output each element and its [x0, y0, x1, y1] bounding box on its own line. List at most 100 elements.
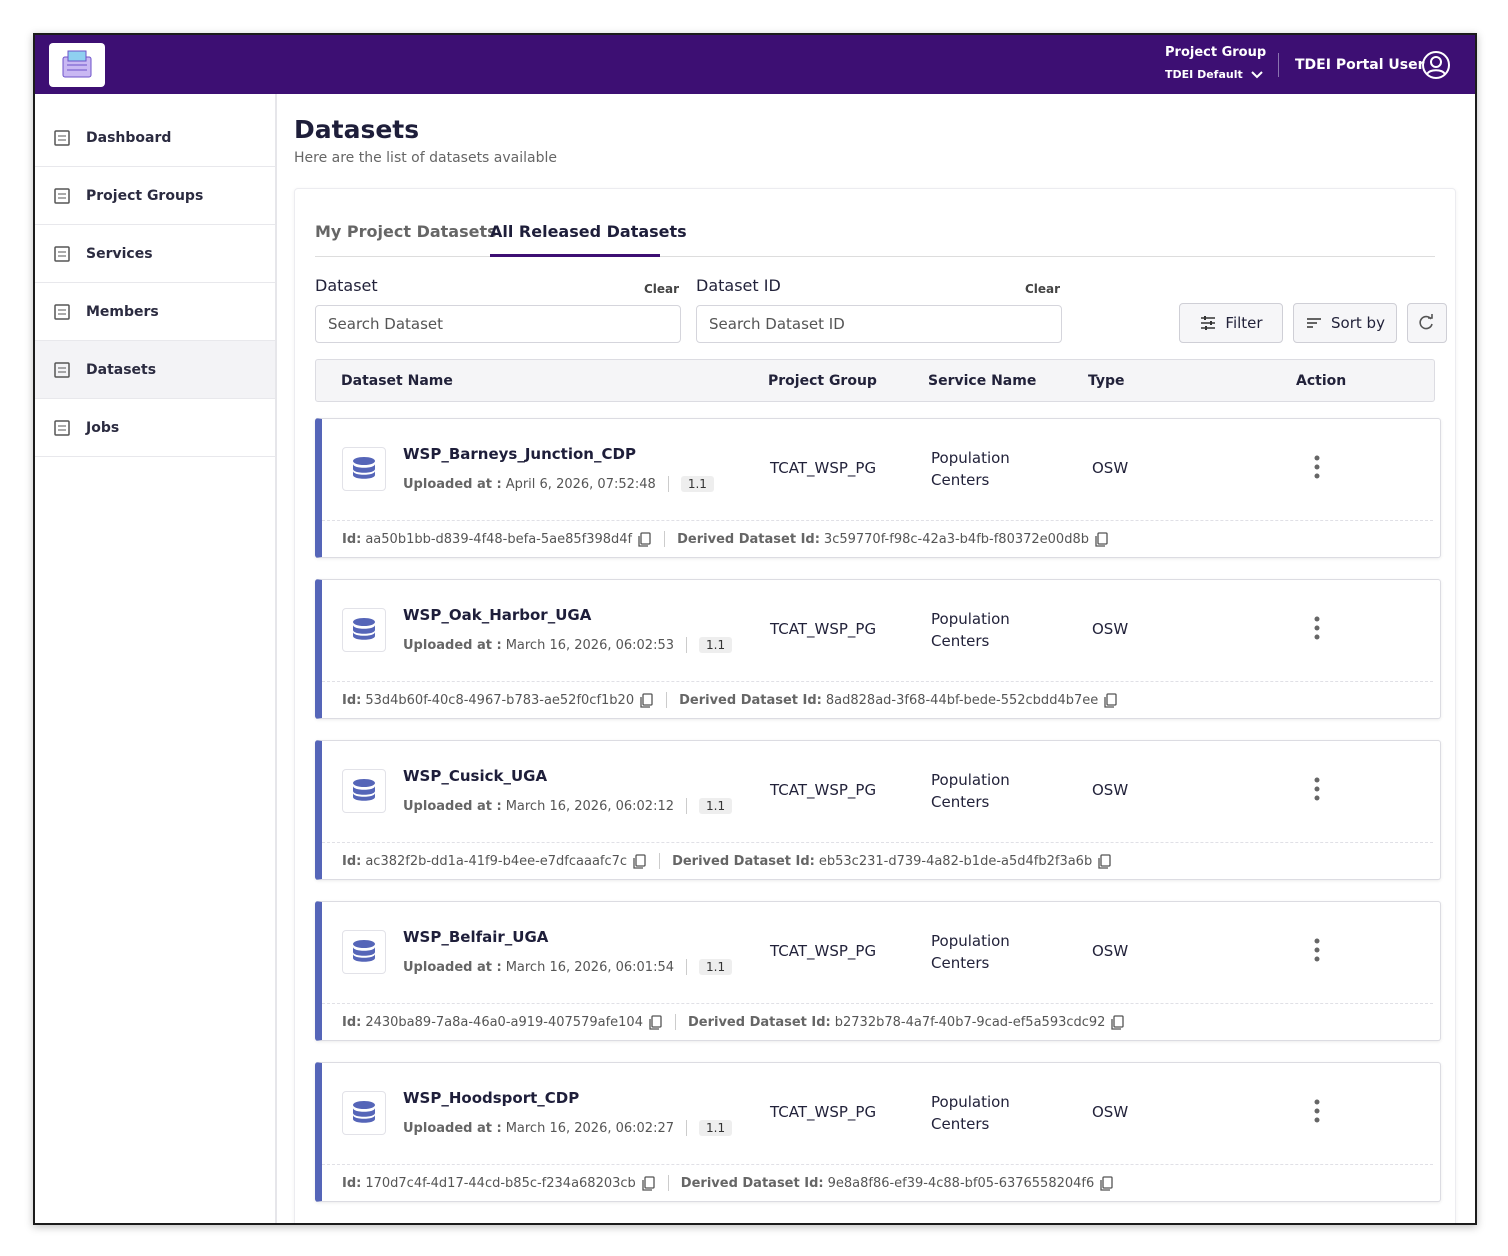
copy-icon[interactable] — [637, 531, 652, 547]
copy-icon[interactable] — [639, 692, 654, 708]
dataset-icon — [342, 930, 386, 974]
id-line: Id: ac382f2b-dd1a-41f9-b4ee-e7dfcaaafc7c D… — [342, 853, 1112, 869]
type: OSW — [1092, 942, 1129, 960]
search-input[interactable]: Search Dataset — [315, 305, 681, 343]
derived-id: eb53c231-d739-4a82-b1de-a5d4fb2f3a6b — [818, 853, 1093, 869]
refresh-button[interactable] — [1407, 303, 1447, 343]
dataset-icon — [342, 608, 386, 652]
service-name: Population Centers — [931, 449, 1010, 489]
nav-item[interactable]: Jobs — [35, 399, 275, 457]
tab-rule — [315, 256, 1435, 257]
nav-icon — [54, 245, 70, 262]
filter-label: Dataset ID — [696, 276, 781, 295]
id-line: Id: 170d7c4f-4d17-44cd-b85c-f234a68203cb D… — [342, 1175, 1114, 1191]
copy-icon[interactable] — [1097, 853, 1112, 869]
divider — [322, 520, 1433, 521]
nav-item[interactable]: Members — [35, 283, 275, 341]
nav-item[interactable]: Dashboard — [35, 109, 275, 167]
copy-icon[interactable] — [1110, 1014, 1125, 1030]
upload-info: Uploaded at : March 16, 2026, 06:01:54 1.1 — [403, 959, 733, 975]
nav-icon — [54, 303, 70, 320]
copy-icon[interactable] — [1094, 531, 1109, 547]
column-header: Type — [1088, 373, 1125, 389]
logo-icon — [62, 50, 92, 78]
uploaded-at: April 6, 2026, 07:52:48 — [505, 476, 656, 492]
derived-id: 3c59770f-f98c-42a3-b4fb-f80372e00d8b — [823, 531, 1089, 547]
sort-icon — [1307, 318, 1322, 328]
dataset-name[interactable]: WSP_Hoodsport_CDP — [403, 1089, 580, 1107]
dataset-name[interactable]: WSP_Cusick_UGA — [403, 767, 548, 785]
separator — [674, 1014, 676, 1030]
action-menu[interactable] — [1312, 777, 1322, 805]
dataset-name[interactable]: WSP_Belfair_UGA — [403, 928, 549, 946]
dataset-id: 53d4b60f-40c8-4967-b783-ae52f0cf1b20 — [365, 692, 635, 708]
project-group: TCAT_WSP_PG — [770, 781, 877, 799]
search-input[interactable]: Search Dataset ID — [696, 305, 1062, 343]
project-group: TCAT_WSP_PG — [770, 942, 877, 960]
copy-icon[interactable] — [641, 1175, 656, 1191]
project-group-name: TDEI Default — [1165, 68, 1243, 81]
placeholder: Search Dataset — [328, 315, 444, 333]
nav-item[interactable]: Services — [35, 225, 275, 283]
action-menu[interactable] — [1312, 616, 1322, 644]
version-badge: 1.1 — [680, 476, 714, 492]
derived-id: 8ad828ad-3f68-44bf-bede-552cbdd4b7ee — [825, 692, 1099, 708]
nav-label: Jobs — [86, 419, 120, 436]
action-menu[interactable] — [1312, 938, 1322, 966]
uploaded-label: Uploaded at : — [403, 1120, 502, 1136]
divider — [322, 1003, 1433, 1004]
nav-icon — [54, 129, 70, 146]
nav-label: Services — [86, 245, 153, 262]
sort-text: Sort by — [1331, 314, 1385, 332]
uploaded-at: March 16, 2026, 06:02:53 — [505, 637, 674, 653]
filter-button[interactable]: Filter — [1179, 303, 1283, 343]
id-line: Id: aa50b1bb-d839-4f48-befa-5ae85f398d4f D… — [342, 531, 1109, 547]
id-label: Id: — [342, 692, 362, 708]
datasets-panel: My Project Datasets All Released Datasets… — [294, 188, 1456, 1223]
tab-active[interactable]: All Released Datasets — [490, 222, 687, 241]
upload-info: Uploaded at : March 16, 2026, 06:02:12 1.1 — [403, 798, 733, 814]
upload-info: Uploaded at : March 16, 2026, 06:02:27 1.1 — [403, 1120, 733, 1136]
action-menu[interactable] — [1312, 1099, 1322, 1127]
copy-icon[interactable] — [1103, 692, 1118, 708]
nav-label: Project Groups — [86, 187, 204, 204]
nav-item[interactable]: Datasets — [35, 341, 275, 399]
action-menu[interactable] — [1312, 455, 1322, 483]
dataset-name[interactable]: WSP_Barneys_Junction_CDP — [403, 445, 636, 463]
project-group-select[interactable]: TDEI Default — [1165, 68, 1263, 81]
dataset-id: 170d7c4f-4d17-44cd-b85c-f234a68203cb — [365, 1175, 636, 1191]
user-icon[interactable] — [1421, 50, 1451, 80]
user-name[interactable]: TDEI Portal User — [1295, 57, 1425, 73]
id-label: Id: — [342, 1175, 362, 1191]
nav-icon — [54, 187, 70, 204]
separator — [666, 692, 668, 708]
clear-link[interactable]: Clear — [644, 282, 680, 296]
nav-item[interactable]: Project Groups — [35, 167, 275, 225]
dataset-name[interactable]: WSP_Oak_Harbor_UGA — [403, 606, 592, 624]
database-icon — [353, 1101, 375, 1123]
database-icon — [353, 618, 375, 640]
clear-link[interactable]: Clear — [1025, 282, 1061, 296]
tab[interactable]: My Project Datasets — [315, 222, 497, 241]
logo[interactable] — [49, 43, 105, 87]
filter-text: Filter — [1225, 314, 1263, 332]
copy-icon[interactable] — [1099, 1175, 1114, 1191]
divider — [322, 842, 1433, 843]
separator — [686, 798, 687, 814]
service-name: Population Centers — [931, 1093, 1010, 1133]
derived-id: 9e8a8f86-ef39-4c88-bf05-6376558204f6 — [827, 1175, 1095, 1191]
copy-icon[interactable] — [648, 1014, 663, 1030]
derived-label: Derived Dataset Id: — [672, 853, 815, 869]
page-subtitle: Here are the list of datasets available — [294, 150, 557, 166]
version-badge: 1.1 — [699, 1120, 733, 1136]
id-label: Id: — [342, 853, 362, 869]
dataset-card: WSP_Cusick_UGA Uploaded at : March 16, 202… — [315, 740, 1441, 880]
copy-icon[interactable] — [632, 853, 647, 869]
separator — [686, 959, 687, 975]
column-header: Project Group — [768, 373, 877, 389]
sort-button[interactable]: Sort by — [1293, 303, 1397, 343]
derived-label: Derived Dataset Id: — [687, 1014, 831, 1030]
uploaded-at: March 16, 2026, 06:01:54 — [505, 959, 674, 975]
dataset-id: ac382f2b-dd1a-41f9-b4ee-e7dfcaaafc7c — [365, 853, 628, 869]
divider — [322, 1164, 1433, 1165]
